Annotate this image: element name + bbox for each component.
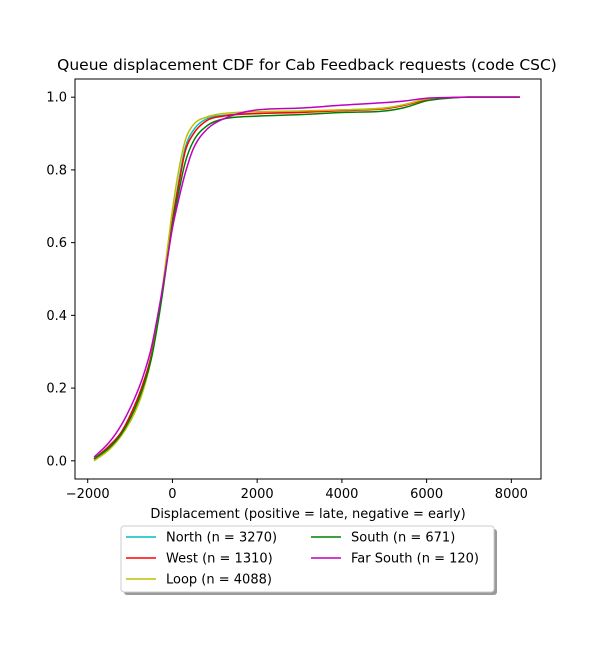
y-tick-label: 0.8 [46, 163, 67, 178]
x-axis: −2000 0 2000 4000 6000 8000 [66, 479, 528, 502]
series-line-3 [93, 96, 520, 462]
legend-label: South (n = 671) [351, 531, 455, 546]
legend-label: Loop (n = 4088) [166, 573, 272, 588]
x-axis-label: Displacement (positive = late, negative … [150, 507, 465, 522]
y-tick-label: 0.0 [46, 454, 67, 469]
legend-label: North (n = 3270) [166, 531, 277, 546]
legend: North (n = 3270) West (n = 1310) Loop (n =… [120, 525, 497, 595]
legend-label: West (n = 1310) [166, 552, 273, 567]
y-axis: 0.0 0.2 0.4 0.6 0.8 1.0 [46, 91, 75, 469]
chart-title: Queue displacement CDF for Cab Feedback … [57, 56, 557, 74]
y-tick-label: 1.0 [46, 91, 67, 106]
y-tick-label: 0.4 [46, 309, 67, 324]
series-line-2 [93, 96, 520, 460]
x-tick-label: 0 [168, 487, 176, 502]
x-tick-label: 2000 [241, 487, 274, 502]
series-line-1 [93, 96, 520, 460]
x-tick-label: −2000 [66, 487, 110, 502]
y-tick-label: 0.2 [46, 382, 67, 397]
x-tick-label: 4000 [325, 487, 358, 502]
series-line-5 [93, 96, 520, 458]
plot-frame [74, 78, 542, 480]
series-line-4 [93, 96, 520, 460]
legend-box [120, 525, 495, 593]
x-tick-label: 8000 [495, 487, 528, 502]
legend-label: Far South (n = 120) [351, 552, 479, 567]
plot-lines [93, 96, 520, 462]
y-tick-label: 0.6 [46, 236, 67, 251]
x-tick-label: 6000 [410, 487, 443, 502]
